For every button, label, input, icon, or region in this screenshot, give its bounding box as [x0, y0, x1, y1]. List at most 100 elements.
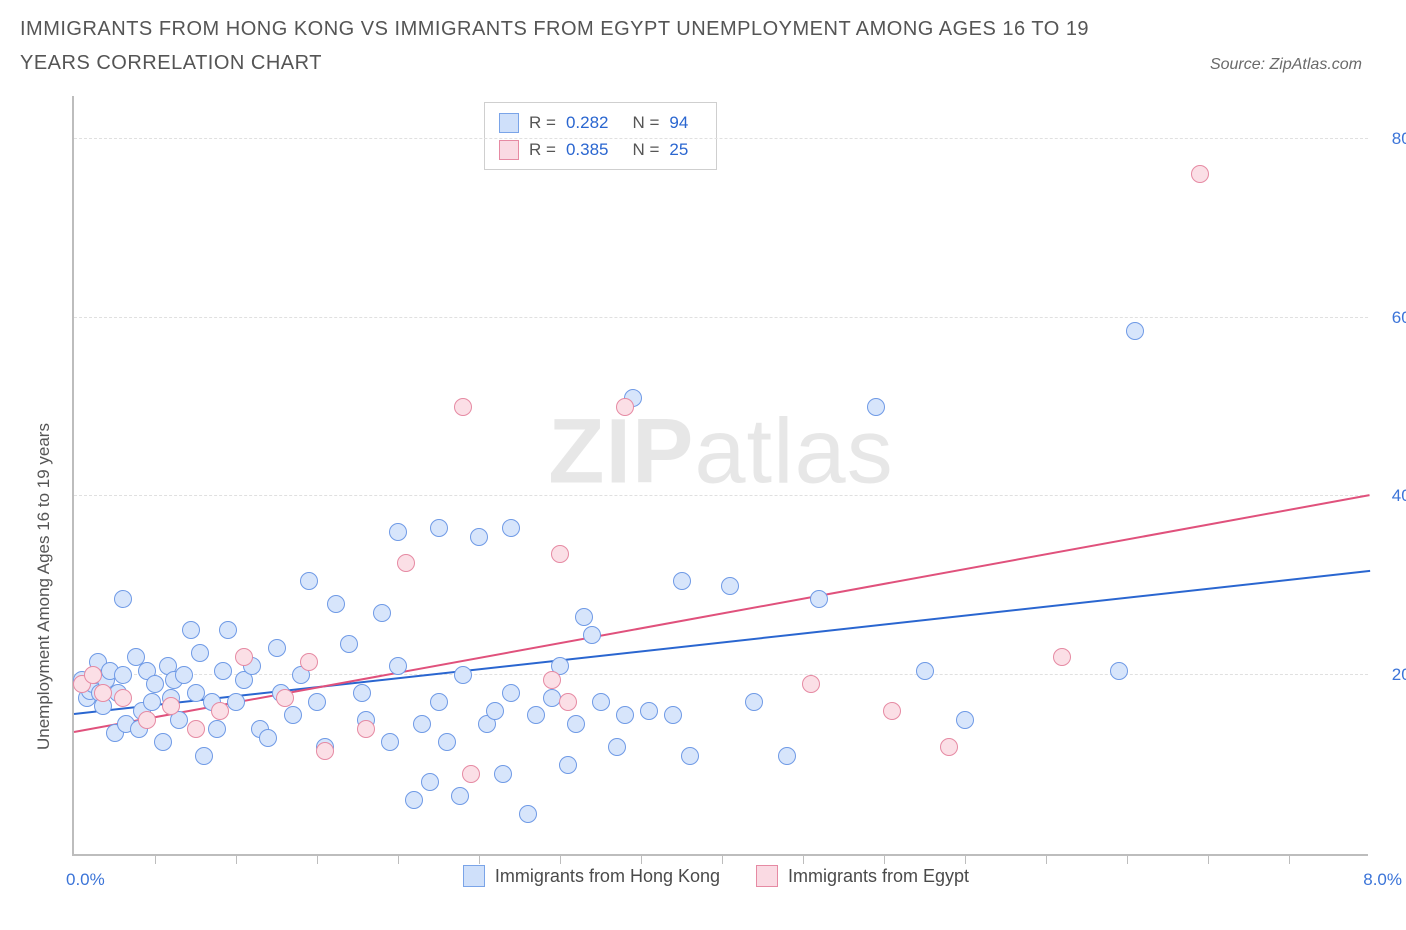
trend-line [74, 494, 1370, 733]
data-point [389, 657, 407, 675]
y-tick-label: 80.0% [1376, 129, 1406, 149]
data-point [300, 653, 318, 671]
legend-n-value: 94 [669, 109, 688, 136]
data-point [162, 697, 180, 715]
data-point [413, 715, 431, 733]
data-point [389, 523, 407, 541]
data-point [405, 791, 423, 809]
data-point [527, 706, 545, 724]
data-point [681, 747, 699, 765]
data-point [454, 666, 472, 684]
legend-swatch [463, 865, 485, 887]
data-point [1191, 165, 1209, 183]
legend-series: Immigrants from Hong Kong Immigrants from… [46, 865, 1386, 892]
data-point [430, 519, 448, 537]
data-point [308, 693, 326, 711]
legend-item: Immigrants from Hong Kong [463, 865, 720, 887]
data-point [567, 715, 585, 733]
data-point [559, 693, 577, 711]
x-tick [1046, 854, 1047, 864]
gridline [74, 138, 1368, 139]
data-point [259, 729, 277, 747]
legend-r-value: 0.282 [566, 109, 609, 136]
data-point [327, 595, 345, 613]
legend-swatch [499, 113, 519, 133]
data-point [268, 639, 286, 657]
data-point [353, 684, 371, 702]
gridline [74, 317, 1368, 318]
data-point [438, 733, 456, 751]
legend-swatch [499, 140, 519, 160]
data-point [494, 765, 512, 783]
data-point [883, 702, 901, 720]
x-tick [884, 854, 885, 864]
data-point [208, 720, 226, 738]
data-point [502, 684, 520, 702]
x-tick [641, 854, 642, 864]
data-point [187, 720, 205, 738]
data-point [357, 720, 375, 738]
legend-item: Immigrants from Egypt [756, 865, 969, 887]
data-point [745, 693, 763, 711]
data-point [316, 742, 334, 760]
data-point [114, 689, 132, 707]
data-point [191, 644, 209, 662]
data-point [94, 684, 112, 702]
data-point [214, 662, 232, 680]
data-point [502, 519, 520, 537]
data-point [940, 738, 958, 756]
x-tick [1127, 854, 1128, 864]
data-point [421, 773, 439, 791]
data-point [810, 590, 828, 608]
data-point [175, 666, 193, 684]
data-point [1110, 662, 1128, 680]
y-tick-label: 60.0% [1376, 308, 1406, 328]
data-point [1126, 322, 1144, 340]
data-point [462, 765, 480, 783]
data-point [235, 648, 253, 666]
plot-region: ZIPatlas R =0.282N =94R =0.385N =25 20.0… [72, 96, 1368, 856]
data-point [867, 398, 885, 416]
data-point [187, 684, 205, 702]
data-point [284, 706, 302, 724]
data-point [340, 635, 358, 653]
data-point [114, 590, 132, 608]
data-point [470, 528, 488, 546]
legend-stat-row: R =0.385N =25 [499, 136, 702, 163]
data-point [519, 805, 537, 823]
chart-title: IMMIGRANTS FROM HONG KONG VS IMMIGRANTS … [20, 12, 1140, 80]
data-point [559, 756, 577, 774]
legend-stats: R =0.282N =94R =0.385N =25 [484, 102, 717, 170]
data-point [373, 604, 391, 622]
data-point [640, 702, 658, 720]
legend-stat-row: R = 0.282 N = 94 [499, 109, 702, 136]
x-tick [722, 854, 723, 864]
legend-r-label: R = [529, 109, 556, 136]
legend-r-value: 0.385 [566, 136, 609, 163]
data-point [673, 572, 691, 590]
x-tick [965, 854, 966, 864]
data-point [211, 702, 229, 720]
data-point [721, 577, 739, 595]
data-point [583, 626, 601, 644]
data-point [276, 689, 294, 707]
chart-area: ZIPatlas R =0.282N =94R =0.385N =25 20.0… [46, 96, 1386, 876]
data-point [146, 675, 164, 693]
data-point [575, 608, 593, 626]
data-point [84, 666, 102, 684]
legend-n-label: N = [632, 109, 659, 136]
data-point [195, 747, 213, 765]
data-point [616, 706, 634, 724]
data-point [778, 747, 796, 765]
x-tick [1289, 854, 1290, 864]
data-point [956, 711, 974, 729]
data-point [219, 621, 237, 639]
data-point [608, 738, 626, 756]
data-point [397, 554, 415, 572]
data-point [543, 671, 561, 689]
data-point [664, 706, 682, 724]
x-tick [1208, 854, 1209, 864]
data-point [592, 693, 610, 711]
data-point [916, 662, 934, 680]
legend-r-label: R = [529, 136, 556, 163]
